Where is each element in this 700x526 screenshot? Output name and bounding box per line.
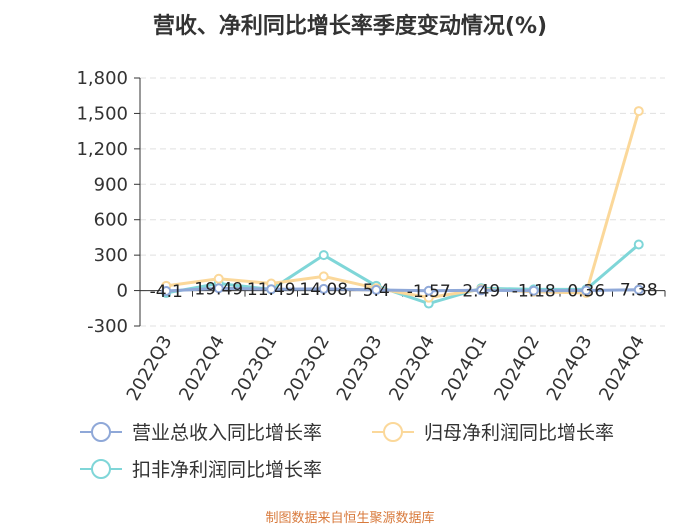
x-tick-label: 2023Q4 <box>385 332 439 404</box>
data-point <box>633 239 644 250</box>
data-point <box>318 271 329 282</box>
data-label: 2.49 <box>462 281 500 301</box>
x-tick-label: 2024Q2 <box>490 332 544 404</box>
x-tick-label: 2023Q3 <box>333 332 387 404</box>
data-label: 0.36 <box>567 282 605 302</box>
data-point <box>581 285 592 296</box>
legend-swatch-marker <box>91 459 111 479</box>
data-point <box>213 283 224 294</box>
data-point <box>423 285 434 296</box>
y-tick-label: 300 <box>94 245 128 266</box>
data-point <box>318 250 329 261</box>
data-label: 5.4 <box>363 281 390 301</box>
data-point <box>266 284 277 295</box>
data-point <box>476 285 487 296</box>
x-tick-label: 2022Q4 <box>175 332 229 404</box>
data-point <box>161 286 172 297</box>
y-tick-label: 1,500 <box>76 103 128 124</box>
axes: -300 0 300 600 900 1,200 1,500 1,800 2022Q32022Q… <box>76 68 666 404</box>
legend-label: 营业总收入同比增长率 <box>132 422 322 444</box>
y-tick-label: 1,800 <box>76 68 128 89</box>
x-tick-label: 2023Q1 <box>228 332 282 404</box>
x-tick-label: 2024Q4 <box>595 332 649 404</box>
chart-title: 营收、净利同比增长率季度变动情况(%) <box>152 14 548 39</box>
x-tick-label: 2024Q1 <box>438 332 492 404</box>
data-label: 11.49 <box>247 280 296 300</box>
y-tick-label: 0 <box>117 281 128 302</box>
x-tick-label: 2024Q3 <box>543 332 597 404</box>
legend-label: 扣非净利润同比增长率 <box>132 459 322 481</box>
data-point <box>633 106 644 117</box>
data-point <box>318 283 329 294</box>
data-label: -1.18 <box>512 282 556 302</box>
data-label: -1.57 <box>407 282 451 302</box>
data-label: 7.38 <box>620 281 658 301</box>
series-lines <box>161 106 644 309</box>
legend-swatch-marker <box>91 422 111 442</box>
data-label: 14.08 <box>299 280 348 300</box>
y-tick-label: 1,200 <box>76 139 128 160</box>
data-point <box>213 273 224 284</box>
y-tick-label: 600 <box>94 210 128 231</box>
source-note: 制图数据来自恒生聚源数据库 <box>265 511 435 526</box>
data-point <box>528 285 539 296</box>
x-tick-label: 2023Q2 <box>280 332 334 404</box>
data-point <box>371 284 382 295</box>
y-tick-label: -300 <box>87 316 128 337</box>
legend-label: 归母净利润同比增长率 <box>424 422 614 444</box>
legend-swatch-marker <box>383 422 403 442</box>
data-label: -4.1 <box>150 282 183 302</box>
data-point <box>633 284 644 295</box>
series-line <box>166 286 639 293</box>
data-label: 19.49 <box>194 279 243 299</box>
y-tick-label: 900 <box>94 174 128 195</box>
series-line <box>166 110 641 300</box>
data-labels: -4.1 19.49 11.49 14.08 5.4 -1.57 2.49 -1.18 0.36… <box>150 279 658 302</box>
x-tick-label: 2022Q3 <box>123 332 177 404</box>
